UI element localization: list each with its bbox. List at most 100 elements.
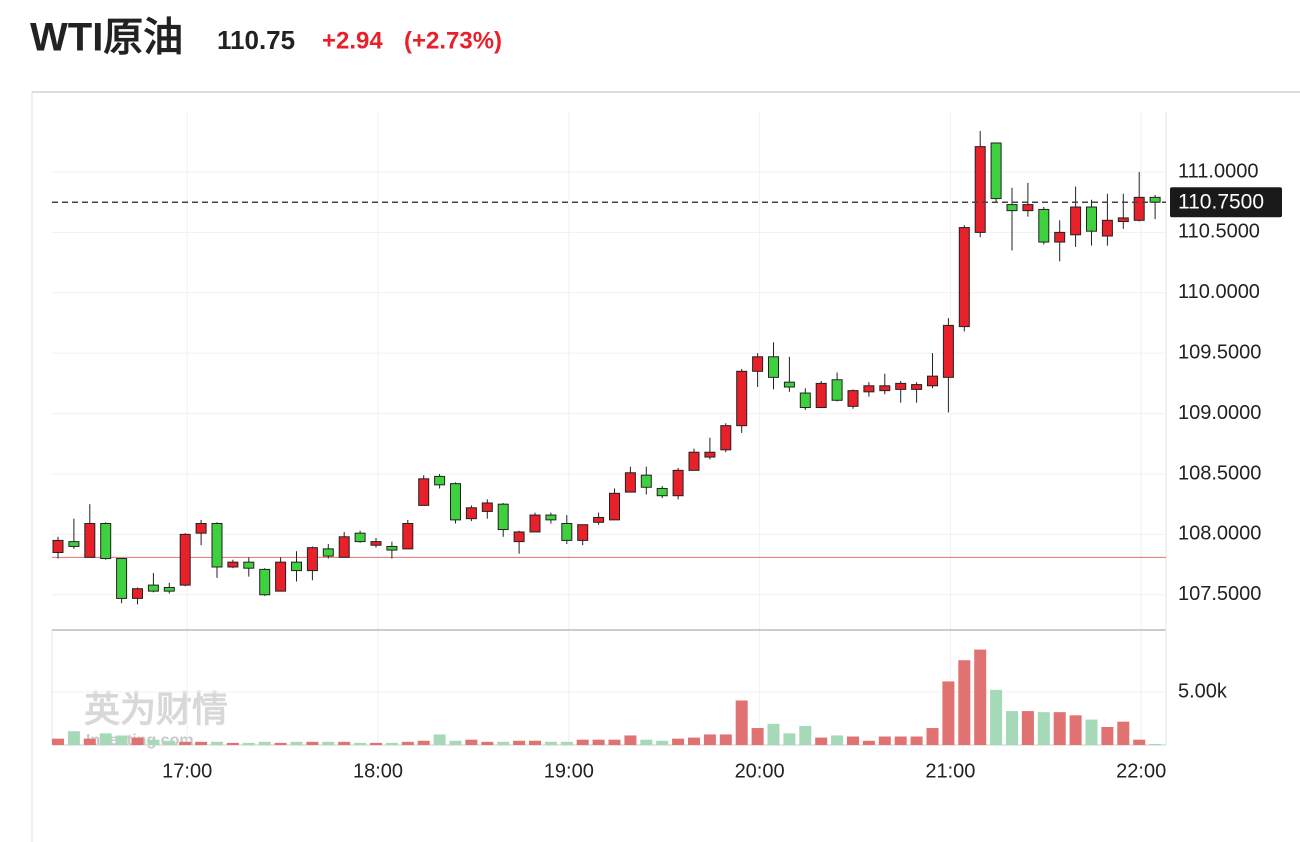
candle-body [163, 587, 175, 592]
y-tick-label: 109.0000 [1178, 402, 1261, 424]
volume-bar [783, 733, 796, 745]
volume-bar [719, 734, 732, 745]
y-tick-label: 110.5000 [1178, 221, 1260, 243]
volume-bar [1006, 711, 1018, 745]
candle-body [593, 516, 605, 523]
candle-body [386, 545, 398, 551]
volume-bar [799, 725, 812, 745]
volume-bar [751, 728, 764, 745]
y-tick-label: 108.5000 [1178, 462, 1261, 484]
candle-body [942, 324, 954, 378]
candle-body [958, 227, 970, 328]
volume-bar [815, 737, 828, 745]
volume-bar [131, 737, 144, 745]
volume-bar [640, 739, 653, 745]
candle-body [927, 375, 938, 387]
candle-body [577, 524, 589, 541]
candle-body [720, 425, 732, 451]
candle-body [990, 142, 1002, 200]
volume-bar [417, 740, 430, 745]
candle-body [1086, 206, 1097, 232]
candle-body [370, 541, 382, 546]
volume-bar [878, 736, 891, 745]
volume-bar [529, 740, 541, 745]
candle-body [1133, 196, 1145, 221]
volume-bar [608, 739, 621, 745]
y-tick-label: 110.0000 [1178, 281, 1260, 303]
volume-tick-label: 5.00k [1178, 680, 1228, 702]
candle-body [609, 492, 620, 521]
volume-bar [1117, 721, 1130, 745]
volume-bar [1069, 715, 1082, 745]
candle-body [497, 503, 509, 531]
volume-bar [894, 736, 907, 745]
volume-bar [99, 733, 112, 745]
candle-body [974, 146, 986, 233]
volume-bar [226, 742, 239, 745]
volume-bar [465, 739, 478, 745]
volume-bar [211, 741, 223, 745]
volume-bar [67, 731, 80, 745]
candle-body [513, 531, 525, 543]
volume-bar [990, 689, 1003, 745]
candle-body [306, 547, 318, 572]
x-tick-label: 20:00 [735, 760, 785, 782]
candle-body [84, 522, 96, 558]
volume-bar [974, 649, 987, 745]
last-price-tag [1170, 187, 1282, 218]
volume-bar [735, 700, 748, 745]
y-tick-label: 109.5000 [1178, 341, 1261, 363]
volume-bar [672, 738, 685, 745]
candle-body [688, 451, 700, 471]
price: 110.75 [217, 25, 295, 55]
candle-body [736, 370, 748, 427]
candle-body [132, 588, 143, 599]
x-tick-label: 22:00 [1116, 760, 1166, 782]
candle-body [1006, 204, 1018, 212]
candle-body [799, 392, 811, 409]
candle-body [1022, 204, 1034, 212]
candle-body [895, 382, 907, 390]
candle-body [640, 474, 652, 488]
instrument-name: WTI原油 [30, 16, 183, 60]
candle-body [322, 548, 334, 557]
candle-body [434, 475, 446, 486]
last-price-label: 110.7500 [1178, 191, 1264, 214]
volume-bar [322, 741, 335, 745]
candle-body [68, 541, 80, 547]
candle-body [147, 584, 159, 592]
candle-body [529, 514, 541, 533]
volume-bar [656, 740, 669, 745]
volume-bar [767, 723, 780, 745]
volume-bar [83, 738, 96, 745]
volume-bar [401, 741, 414, 745]
volume-bar [544, 741, 557, 745]
candle-body [1070, 206, 1082, 236]
volume-bar [338, 741, 351, 745]
volume-bar [306, 741, 319, 745]
volume-bar [354, 742, 367, 745]
candle-body [879, 385, 891, 392]
volume-bar [179, 741, 192, 745]
x-tick-label: 18:00 [353, 760, 403, 782]
candle-body [1038, 208, 1050, 243]
candle-body [338, 536, 350, 558]
volume-bar [433, 734, 446, 745]
candle-body [545, 514, 557, 521]
volume-bar [1021, 711, 1034, 745]
volume-bar [847, 736, 859, 745]
volume-bar [274, 742, 287, 745]
candle-body [831, 379, 843, 401]
x-tick-label: 19:00 [544, 760, 594, 782]
volume-bar [258, 741, 271, 745]
candle-body [815, 382, 827, 409]
candle-body [1101, 219, 1113, 237]
candle-body [624, 472, 636, 493]
change: +2.94 [322, 27, 383, 54]
watermark-brand: 英为财情 [84, 689, 228, 730]
volume-bar [242, 742, 255, 745]
candle-body [402, 522, 414, 550]
volume-bar [703, 734, 716, 745]
volume-bar [560, 741, 573, 745]
